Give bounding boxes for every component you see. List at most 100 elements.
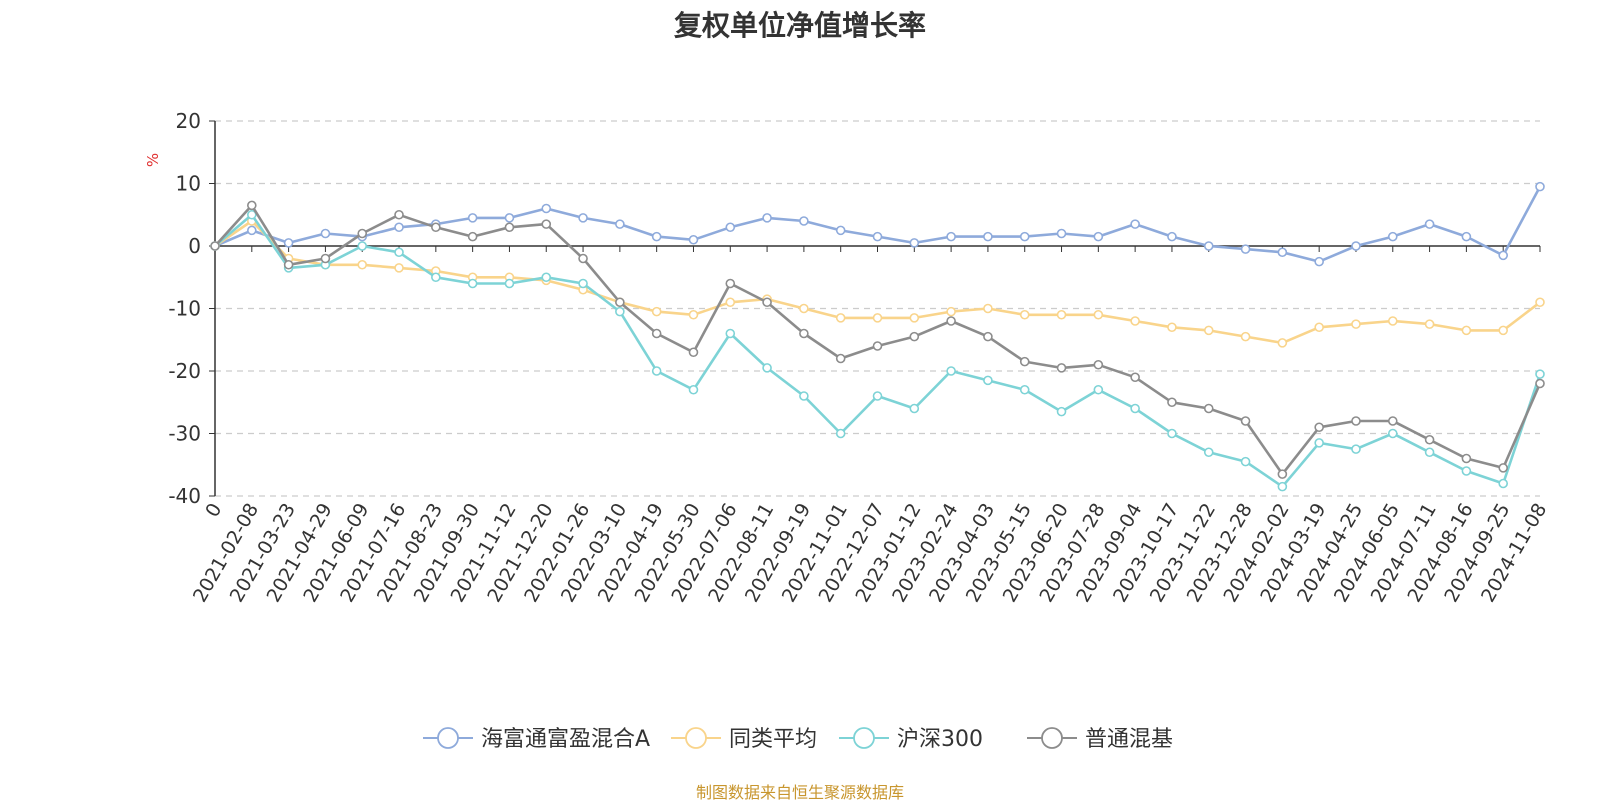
data-point [1167,231,1177,242]
data-point [725,222,736,233]
data-point [1424,434,1435,445]
data-point [1093,359,1104,370]
data-point [1277,247,1288,258]
data-point [394,222,404,233]
data-point [1498,250,1508,261]
data-point [799,328,809,339]
data-point [946,316,956,326]
data-point [1130,316,1140,326]
data-point [651,306,662,317]
data-point [1461,325,1472,336]
legend-label: 沪深300 [897,727,983,752]
gridlines [215,120,1540,497]
legend-item[interactable]: 海富通富盈混合A [423,727,650,752]
data-point [357,228,368,239]
data-point [651,231,662,242]
data-point [247,225,257,236]
data-point [799,303,809,314]
data-point [541,219,552,229]
data-point [946,231,956,242]
data-point [1351,319,1361,329]
data-point [872,231,883,242]
legend-item[interactable]: 同类平均 [671,727,817,752]
data-point [1130,403,1140,414]
data-point [1167,397,1177,408]
data-point [1240,416,1251,426]
data-point [1093,309,1104,320]
y-tick-label: -30 [168,422,201,446]
data-point [1387,428,1398,439]
data-point [983,331,993,342]
data-point [1056,309,1067,320]
data-point [1093,384,1104,395]
data-point [762,297,772,308]
data-point [394,209,404,220]
y-tick-label: 0 [188,234,201,258]
data-point [983,375,993,386]
data-point [1093,231,1104,242]
data-point [541,203,552,214]
series-lines [210,181,1545,492]
data-point [1535,378,1545,389]
data-point [1498,325,1508,336]
data-point [1240,456,1251,467]
series-3 [210,200,1545,479]
legend[interactable]: 海富通富盈混合A 同类平均 沪深300 普通混基 [423,727,1173,752]
y-tick-label: 10 [176,172,201,196]
data-point [467,278,478,289]
data-point [357,259,368,270]
data-point [1167,322,1177,333]
data-point [357,241,368,251]
data-point [1019,356,1030,367]
data-point [615,306,625,317]
data-point [615,297,625,308]
legend-label: 同类平均 [729,727,817,752]
data-point [688,347,699,358]
series-2 [210,209,1545,492]
x-tick-label: 0 [201,500,226,521]
data-point [467,231,478,242]
data-point [1240,244,1251,254]
data-point [688,309,699,320]
data-point [210,241,220,251]
data-point [688,384,699,395]
legend-marker-icon [437,727,459,749]
data-point [1019,231,1030,242]
data-point [946,306,956,317]
data-point [872,341,883,351]
data-point [1167,428,1177,439]
data-point [651,366,662,376]
data-point [283,259,294,270]
legend-item[interactable]: 普通混基 [1027,727,1173,752]
data-point [1019,309,1030,320]
data-point [725,278,736,289]
data-point [983,231,993,242]
data-point [1130,219,1140,229]
data-point [504,213,515,223]
data-point [1056,228,1067,239]
data-point [1498,463,1508,473]
data-point [247,209,257,220]
data-point [1535,297,1545,308]
y-tick-label: -10 [168,297,201,321]
data-point [1535,369,1545,379]
data-point [504,278,515,289]
data-point [394,247,404,258]
data-point [725,297,736,308]
data-point [1387,231,1398,242]
y-tick-label: -40 [168,484,201,508]
data-point [1203,403,1214,414]
legend-item[interactable]: 沪深300 [839,727,983,752]
data-point [762,213,772,223]
legend-marker-icon [685,727,707,749]
data-point [1203,325,1214,336]
data-point [1351,416,1361,426]
data-point [872,313,883,323]
data-point [983,303,993,314]
y-tick-label: -20 [168,359,201,383]
data-point [909,238,920,248]
data-point [909,331,920,342]
data-point [578,253,588,264]
data-point [1314,322,1324,333]
